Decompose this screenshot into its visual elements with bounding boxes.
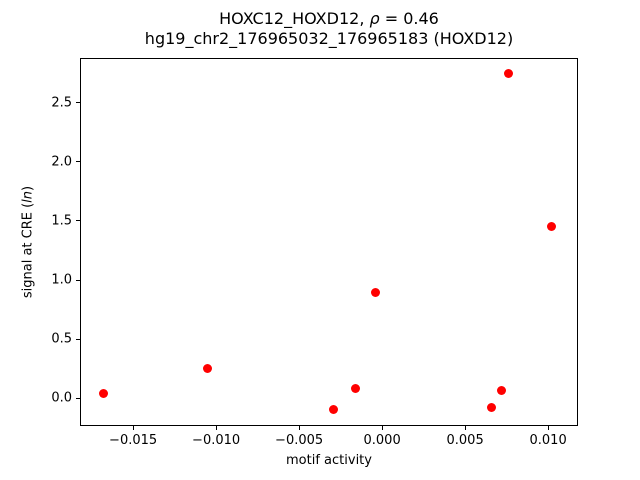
plot-area <box>80 58 578 426</box>
y-tick-mark <box>76 220 80 222</box>
x-tick-label: −0.010 <box>192 433 241 448</box>
y-tick-mark <box>76 338 80 340</box>
y-tick-label: 0.0 <box>51 390 72 406</box>
title-gene-pair: HOXC12_HOXD12, <box>219 9 370 28</box>
x-tick-mark <box>215 426 217 430</box>
data-point <box>370 288 380 298</box>
y-tick-label: 2.0 <box>51 154 72 170</box>
y-tick-label: 1.0 <box>51 272 72 288</box>
y-tick-mark <box>76 279 80 281</box>
x-tick-label: −0.015 <box>109 433 158 448</box>
data-point <box>351 384 361 394</box>
data-point <box>98 388 108 398</box>
x-tick-label: 0.000 <box>363 433 401 448</box>
x-tick-mark <box>298 426 300 430</box>
x-tick-label: −0.005 <box>275 433 324 448</box>
y-axis-label: signal at CRE (ln) <box>21 186 36 298</box>
y-axis-label-prefix: signal at CRE ( <box>20 202 36 299</box>
data-point <box>203 364 213 374</box>
y-tick-mark <box>76 397 80 399</box>
y-tick-mark <box>76 161 80 163</box>
chart-title-line2: hg19_chr2_176965032_176965183 (HOXD12) <box>144 28 514 48</box>
y-axis-label-ln: ln <box>20 190 36 203</box>
data-point <box>497 386 507 396</box>
data-point <box>329 405 339 415</box>
chart-title: HOXC12_HOXD12, ρ = 0.46 hg19_chr2_176965… <box>80 9 578 48</box>
x-axis-label: motif activity <box>286 453 372 468</box>
y-axis-label-suffix: ) <box>20 185 36 191</box>
y-tick-label: 2.5 <box>51 95 72 111</box>
x-tick-mark <box>132 426 134 430</box>
x-tick-mark <box>381 426 383 430</box>
y-tick-label: 1.5 <box>51 213 72 229</box>
y-tick-label: 0.5 <box>51 331 72 347</box>
chart-title-line1: HOXC12_HOXD12, ρ = 0.46 <box>80 9 578 29</box>
data-point <box>546 222 556 232</box>
x-tick-mark <box>547 426 549 430</box>
x-tick-label: 0.010 <box>529 433 567 448</box>
y-tick-mark <box>76 102 80 104</box>
x-tick-mark <box>464 426 466 430</box>
data-point <box>503 68 513 78</box>
title-rho-value: = 0.46 <box>379 9 439 28</box>
x-tick-label: 0.005 <box>446 433 484 448</box>
rho-symbol: ρ <box>369 9 380 28</box>
data-point <box>487 402 497 412</box>
